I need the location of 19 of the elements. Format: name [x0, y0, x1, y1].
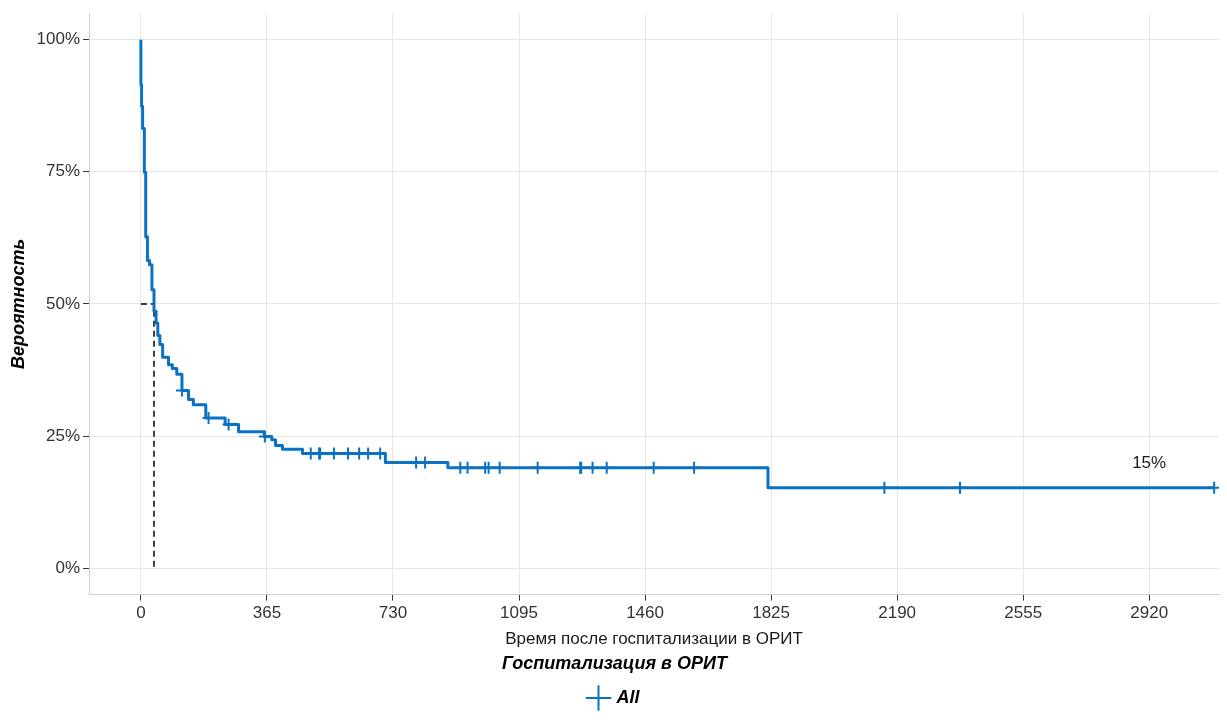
y-tick-label: 100% [36, 29, 81, 49]
y-tick-label: 75% [46, 161, 81, 181]
y-tick-label: 50% [46, 293, 81, 313]
x-tick-label: 365 [252, 603, 282, 623]
x-tick-label: 1825 [752, 603, 791, 623]
annotation: 15% [1132, 453, 1167, 473]
y-axis-title: Вероятность [7, 238, 28, 369]
legend-title: Госпитализация в ОРИТ [502, 653, 729, 674]
x-tick-label: 1095 [500, 603, 538, 623]
x-tick-label: 2920 [1130, 603, 1169, 623]
x-tick-label: 0 [136, 603, 146, 623]
x-axis-title: Время после госпитализации в ОРИТ [505, 628, 803, 648]
x-tick-label: 730 [378, 603, 408, 623]
x-tick-label: 2190 [878, 603, 917, 623]
y-tick-label: 0% [55, 557, 81, 577]
x-tick-label: 2555 [1004, 603, 1043, 623]
y-tick-label: 25% [46, 425, 81, 445]
x-tick-label: 1460 [626, 603, 664, 623]
legend-label: All [615, 686, 641, 707]
